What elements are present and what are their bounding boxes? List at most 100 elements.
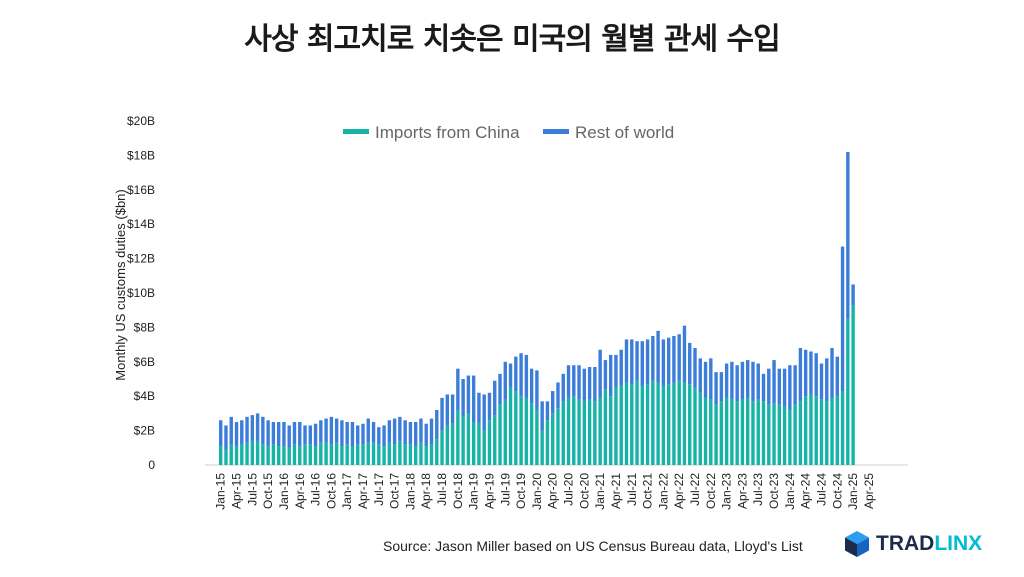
bar-rest-of-world bbox=[245, 416, 249, 443]
bar-rest-of-world bbox=[761, 373, 766, 402]
y-tick-label: $18B bbox=[127, 148, 155, 162]
y-tick-label: $12B bbox=[127, 252, 155, 266]
bar-rest-of-world bbox=[593, 366, 597, 402]
x-tick-label: Apr-21 bbox=[609, 473, 623, 509]
bar-china bbox=[540, 430, 544, 465]
bar-rest-of-world bbox=[825, 358, 829, 402]
bar-china bbox=[287, 447, 291, 465]
bar-rest-of-world bbox=[303, 425, 307, 445]
bar-rest-of-world bbox=[324, 418, 328, 443]
bar-china bbox=[308, 444, 312, 465]
bar-china bbox=[840, 391, 845, 465]
bar-rest-of-world bbox=[777, 368, 782, 405]
bar-rest-of-world bbox=[666, 337, 671, 385]
legend-label: Rest of world bbox=[575, 123, 674, 142]
x-tick-label: Apr-18 bbox=[419, 473, 433, 509]
x-tick-label: Jan-15 bbox=[214, 473, 228, 510]
brand-logo: TRADLINX bbox=[844, 530, 982, 558]
bar-rest-of-world bbox=[508, 363, 513, 388]
bar-china bbox=[456, 409, 460, 465]
bar-china bbox=[603, 389, 608, 465]
bar-rest-of-world bbox=[403, 420, 407, 445]
bar-rest-of-world bbox=[730, 361, 734, 400]
bar-china bbox=[772, 403, 776, 465]
bar-china bbox=[229, 444, 233, 465]
chart-title: 사상 최고치로 치솟은 미국의 월별 관세 수입 bbox=[244, 22, 780, 57]
bar-china bbox=[382, 446, 386, 465]
bar-china bbox=[298, 446, 302, 465]
bar-rest-of-world bbox=[440, 397, 444, 431]
bar-china bbox=[356, 444, 360, 465]
bar-rest-of-world bbox=[746, 360, 750, 398]
bar-rest-of-world bbox=[298, 422, 302, 447]
bar-china bbox=[276, 446, 281, 465]
bar-china bbox=[435, 439, 439, 465]
bar-rest-of-world bbox=[572, 365, 576, 397]
bar-rest-of-world bbox=[334, 418, 339, 443]
bar-china bbox=[234, 446, 239, 465]
bar-china bbox=[493, 415, 497, 465]
bar-china bbox=[825, 401, 829, 465]
bar-rest-of-world bbox=[456, 368, 460, 410]
bar-rest-of-world bbox=[656, 330, 660, 383]
bar-china bbox=[219, 446, 223, 465]
bar-china bbox=[498, 404, 502, 465]
bar-china bbox=[255, 440, 260, 465]
bar-rest-of-world bbox=[224, 425, 228, 450]
bar-rest-of-world bbox=[556, 382, 560, 409]
bar-rest-of-world bbox=[392, 418, 397, 445]
bar-rest-of-world bbox=[503, 361, 507, 400]
x-tick-label: Jan-20 bbox=[530, 473, 544, 510]
legend-swatch bbox=[343, 129, 369, 134]
bar-china bbox=[440, 430, 444, 465]
bar-rest-of-world bbox=[809, 351, 813, 395]
bar-china bbox=[846, 318, 850, 465]
x-tick-label: Apr-15 bbox=[230, 473, 244, 509]
x-tick-label: Oct-21 bbox=[641, 473, 655, 509]
bar-rest-of-world bbox=[350, 422, 355, 447]
x-tick-label: Oct-22 bbox=[704, 473, 718, 509]
bar-rest-of-world bbox=[782, 368, 787, 407]
bar-rest-of-world bbox=[292, 422, 297, 445]
y-tick-label: $14B bbox=[127, 217, 155, 231]
bar-rest-of-world bbox=[413, 422, 418, 447]
bar-china bbox=[313, 446, 318, 465]
bar-china bbox=[761, 401, 766, 465]
bar-china bbox=[519, 396, 523, 465]
bar-china bbox=[809, 394, 813, 465]
bar-china bbox=[661, 385, 666, 465]
bar-rest-of-world bbox=[619, 349, 623, 386]
x-tick-label: Apr-16 bbox=[293, 473, 307, 509]
logo-text-trad: TRAD bbox=[876, 532, 935, 555]
bar-china bbox=[703, 397, 708, 465]
bar-china bbox=[751, 401, 755, 465]
x-tick-label: Jan-17 bbox=[340, 473, 354, 510]
legend-label: Imports from China bbox=[375, 123, 520, 142]
bar-china bbox=[371, 442, 376, 465]
y-axis-label: Monthly US customs duties ($bn) bbox=[113, 189, 128, 380]
bar-china bbox=[651, 380, 655, 465]
bar-rest-of-world bbox=[635, 341, 639, 381]
y-tick-label: 0 bbox=[148, 458, 155, 472]
bar-china bbox=[319, 442, 323, 465]
x-tick-label: Jul-22 bbox=[688, 473, 702, 506]
bar-china bbox=[366, 442, 370, 465]
bar-rest-of-world bbox=[661, 339, 666, 386]
bar-china bbox=[798, 401, 803, 465]
bar-rest-of-world bbox=[382, 425, 386, 447]
bar-rest-of-world bbox=[524, 354, 529, 398]
bar-rest-of-world bbox=[840, 246, 845, 392]
bar-china bbox=[630, 384, 634, 465]
bar-china bbox=[582, 401, 587, 465]
bar-rest-of-world bbox=[651, 336, 655, 381]
bar-china bbox=[788, 409, 792, 465]
bar-china bbox=[730, 399, 734, 465]
bar-china bbox=[292, 444, 297, 465]
x-tick-label: Jul-20 bbox=[562, 473, 576, 506]
bar-rest-of-world bbox=[698, 358, 702, 393]
bar-rest-of-world bbox=[566, 365, 571, 398]
bar-rest-of-world bbox=[471, 375, 476, 422]
bar-rest-of-world bbox=[419, 418, 423, 443]
bar-china bbox=[777, 404, 782, 465]
bar-rest-of-world bbox=[498, 373, 502, 405]
